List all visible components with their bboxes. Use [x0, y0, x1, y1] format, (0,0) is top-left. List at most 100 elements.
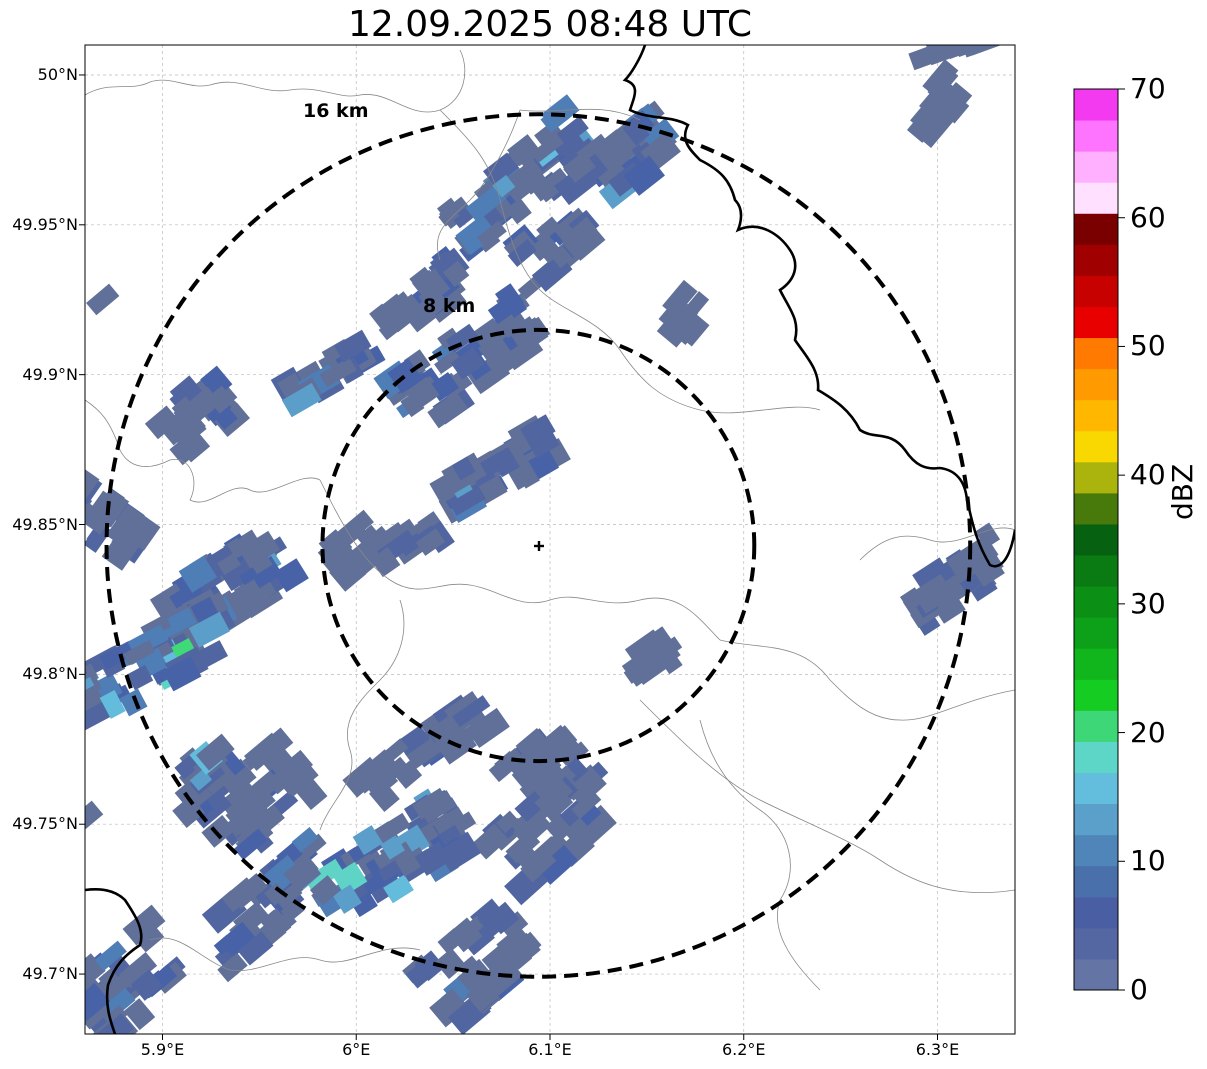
colorbar-segment	[1074, 679, 1118, 711]
x-tick-label: 6°E	[342, 1040, 371, 1059]
colorbar-segment	[1074, 306, 1118, 339]
echo-cell	[356, 524, 380, 547]
echo-cell	[188, 611, 230, 648]
echo-cell	[162, 655, 202, 692]
echo-cell	[85, 699, 111, 732]
echo-cell	[258, 804, 285, 831]
x-tick-label: 6.2°E	[721, 1040, 766, 1059]
x-tick-label: 6.1°E	[528, 1040, 572, 1059]
echo-cell	[555, 129, 587, 161]
echo-cell	[492, 174, 516, 198]
echo-cell	[222, 579, 264, 616]
echo-cell	[405, 376, 440, 410]
echo-cell	[106, 504, 148, 549]
echo-cell	[296, 778, 328, 810]
colorbar-segment	[1074, 337, 1118, 370]
echo-cell	[281, 382, 322, 418]
echo-cell	[466, 979, 500, 1013]
echo-cell	[378, 309, 413, 341]
echo-cell	[561, 224, 598, 261]
echo-cell	[443, 260, 470, 287]
echo-cell	[466, 707, 510, 749]
echo-cell	[85, 663, 98, 687]
colorbar-segment	[1074, 958, 1118, 991]
echo-cell	[169, 429, 207, 466]
echo-cell	[273, 558, 309, 593]
echo-cell	[370, 546, 401, 578]
echo-cell	[289, 833, 327, 868]
echo-cell	[916, 584, 949, 614]
echo-cell	[533, 233, 563, 264]
colorbar-frame	[1073, 88, 1119, 991]
echo-cell	[412, 787, 449, 820]
echo-cell	[368, 780, 400, 813]
echo-cell	[260, 908, 292, 940]
x-tick-label: 5.9°E	[140, 1040, 185, 1059]
echo-cell	[263, 855, 303, 894]
echo-cell	[85, 982, 111, 1021]
echo-cell	[238, 530, 280, 569]
echo-cell	[99, 689, 126, 719]
echo-cell	[554, 163, 598, 206]
echo-cell	[623, 655, 657, 684]
echo-cell	[342, 756, 385, 798]
colorbar-tick-label: 0	[1130, 973, 1148, 1006]
ring-label-8km: 8 km	[423, 295, 476, 317]
echo-cell	[959, 45, 999, 47]
echo-cell	[100, 983, 136, 1018]
echo-cell	[242, 736, 280, 771]
echo-cell	[232, 801, 275, 842]
echo-cell	[668, 300, 692, 325]
colorbar-segment	[1074, 772, 1118, 805]
echo-cell	[494, 750, 521, 777]
echo-cell	[515, 727, 546, 757]
echo-cell	[507, 339, 544, 371]
echo-cell	[541, 94, 580, 131]
echo-cell	[415, 528, 446, 556]
echo-cell	[959, 534, 999, 572]
range-ring	[104, 112, 973, 979]
echo-cell	[624, 629, 667, 668]
echo-cell	[499, 911, 529, 940]
echo-cell	[172, 795, 206, 828]
echo-cell	[398, 533, 425, 557]
colorbar-segment	[1074, 461, 1118, 494]
echo-cell	[528, 449, 560, 480]
echo-cell	[656, 310, 695, 348]
echo-cell	[196, 733, 235, 771]
echo-cell	[206, 385, 235, 414]
echo-cell	[404, 735, 441, 770]
echo-cell	[427, 391, 468, 429]
y-tick-label: 49.85°N	[12, 514, 78, 534]
echo-cell	[925, 45, 959, 66]
colorbar-tick-label: 60	[1130, 200, 1166, 234]
echo-cell	[217, 552, 241, 575]
echo-cell	[264, 882, 288, 906]
echo-cell	[393, 760, 423, 789]
echo-cell	[237, 931, 274, 966]
admin-boundaries	[85, 49, 1015, 991]
echo-cell	[85, 800, 104, 835]
colorbar-segment	[1074, 430, 1118, 463]
echo-cell	[291, 826, 319, 853]
echo-cell	[380, 835, 406, 860]
colorbar-segment	[1074, 182, 1118, 214]
colorbar-segment	[1074, 213, 1118, 245]
echo-cell	[324, 535, 353, 563]
echo-cell	[509, 947, 533, 970]
echo-cell	[249, 552, 273, 575]
echo-cell	[496, 810, 519, 834]
echo-cell	[520, 414, 556, 447]
colorbar-segment	[1074, 834, 1118, 867]
echo-cell	[536, 844, 578, 885]
echo-cell	[519, 765, 557, 800]
echo-cell	[122, 904, 166, 946]
echo-cell	[447, 483, 486, 516]
echo-cell	[429, 988, 469, 1028]
colorbar-segment	[1074, 896, 1118, 929]
colorbar-label: dBZ	[1166, 463, 1199, 520]
echo-cell	[451, 456, 476, 481]
echo-cell	[662, 279, 698, 318]
echo-cell	[478, 333, 513, 368]
